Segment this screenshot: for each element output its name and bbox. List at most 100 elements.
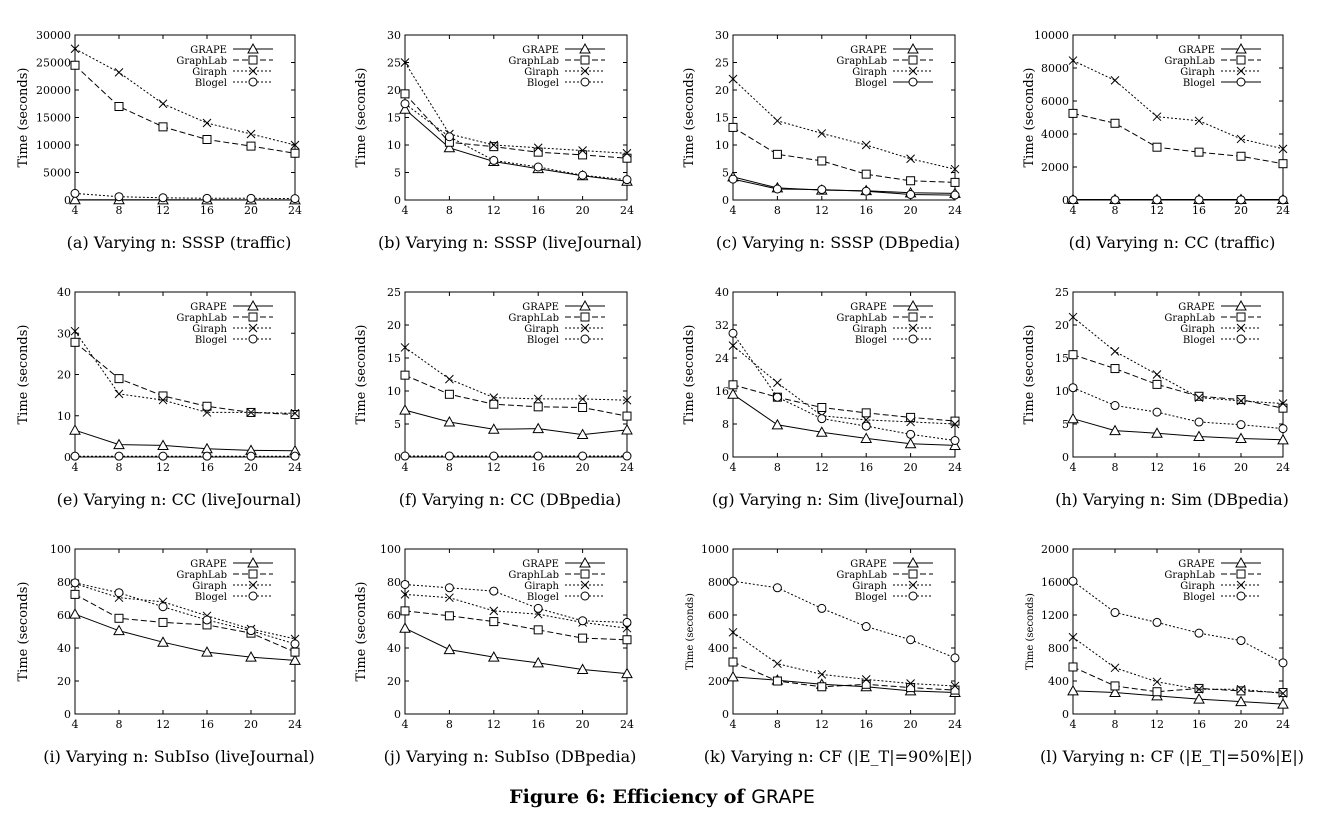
data-point-graphlab	[906, 683, 916, 693]
y-tick-label: 1000	[701, 543, 729, 556]
legend-label: Giraph	[524, 581, 559, 592]
y-tick-label: 15	[387, 112, 401, 125]
legend-marker	[248, 591, 258, 601]
chart-c: 0 5 10 15 20 25 30 4 8 12 16 20 24 Time (seconds) GRAP…	[682, 29, 962, 252]
data-point-graphlab	[622, 411, 632, 421]
y-tick-label: 24	[715, 352, 729, 365]
x-tick-label: 12	[815, 461, 829, 474]
data-point-graphlab	[1194, 147, 1204, 157]
x-tick-label: 16	[1192, 718, 1206, 731]
y-axis-label: Time (seconds)	[16, 582, 31, 682]
x-tick-label: 12	[487, 461, 501, 474]
x-tick-label: 8	[116, 204, 123, 217]
data-point-giraph	[1194, 116, 1204, 126]
data-point-grape	[443, 141, 456, 153]
data-point-grape	[1193, 430, 1205, 442]
data-point-graphlab	[728, 657, 738, 667]
data-point-blogel	[578, 451, 588, 461]
series-line-grape	[74, 613, 296, 661]
data-point-blogel	[533, 603, 543, 613]
data-point-graphlab	[400, 370, 410, 380]
data-point-giraph	[773, 378, 782, 388]
data-point-blogel	[290, 639, 300, 649]
x-tick-label: 16	[859, 461, 873, 474]
data-point-blogel	[202, 615, 212, 625]
data-point-graphlab	[728, 380, 738, 390]
series-line-graphlab	[732, 384, 956, 422]
data-point-blogel	[950, 653, 960, 663]
data-point-blogel	[728, 174, 738, 184]
y-tick-label: 15	[387, 352, 401, 365]
x-tick-label: 16	[1192, 204, 1206, 217]
data-point-graphlab	[70, 60, 80, 70]
legend-label: GRAPE	[1178, 559, 1215, 570]
data-point-blogel	[1194, 195, 1204, 205]
x-tick-label: 16	[200, 204, 214, 217]
data-point-grape	[1235, 695, 1247, 707]
legend-label: GraphLab	[1164, 570, 1215, 581]
data-point-blogel	[290, 194, 300, 204]
chart-j: 0 20 40 60 80 100 4 8 12 16 20 24 Time (seconds) GRAP…	[354, 543, 636, 766]
chart-caption-letter: (h)	[1055, 490, 1083, 509]
chart-caption-letter: (i)	[43, 747, 66, 766]
legend-marker	[908, 323, 918, 333]
y-tick-label: 10	[57, 410, 71, 423]
legend-marker	[908, 55, 918, 65]
data-point-grape	[860, 432, 873, 443]
y-tick-label: 20	[715, 84, 729, 97]
series-line-graphlab	[1072, 112, 1284, 165]
y-tick-label: 5	[394, 167, 401, 180]
x-tick-label: 12	[815, 204, 829, 217]
data-point-blogel	[1278, 424, 1288, 434]
legend-label: Blogel	[195, 78, 227, 89]
x-tick-label: 24	[620, 204, 634, 217]
data-point-blogel	[444, 132, 454, 142]
legend-label: GRAPE	[522, 302, 559, 313]
legend-marker	[248, 580, 258, 590]
data-point-blogel	[533, 162, 543, 172]
data-point-graphlab	[861, 679, 871, 689]
x-tick-label: 24	[1276, 718, 1290, 731]
chart-caption-text: Varying n: CC (traffic)	[1095, 233, 1275, 252]
y-tick-label: 10	[387, 385, 401, 398]
data-point-giraph	[246, 129, 256, 139]
data-point-graphlab	[861, 169, 871, 179]
data-point-giraph	[1152, 677, 1162, 687]
x-tick-label: 12	[487, 718, 501, 731]
y-tick-label: 5	[1062, 418, 1069, 431]
data-point-giraph	[1236, 684, 1246, 694]
chart-caption: (h) Varying n: Sim (DBpedia)	[1055, 490, 1289, 509]
data-point-giraph	[533, 394, 543, 404]
data-point-graphlab	[817, 403, 827, 412]
x-tick-label: 8	[446, 461, 453, 474]
data-point-blogel	[202, 193, 212, 203]
legend-label: Blogel	[527, 78, 559, 89]
data-point-graphlab	[1110, 118, 1120, 128]
legend-marker	[247, 42, 259, 54]
series-line-graphlab	[404, 610, 628, 641]
data-point-giraph	[1068, 632, 1078, 642]
y-axis-label: Time (seconds)	[16, 68, 31, 168]
series-line-giraph	[404, 62, 628, 154]
series-line-blogel	[732, 333, 956, 441]
data-point-grape	[1277, 698, 1289, 709]
legend-label: GraphLab	[508, 313, 559, 324]
legend-marker	[580, 334, 590, 344]
series-line-giraph	[404, 593, 628, 629]
series-line-giraph	[74, 48, 296, 146]
legend-marker	[248, 312, 258, 322]
legend-label: GraphLab	[836, 570, 887, 581]
data-point-grape	[113, 624, 125, 636]
chart-a: 0 5000 10000 15000 20000 25000 30000 4 8 12 16 20 24…	[16, 29, 302, 252]
y-tick-label: 5	[722, 167, 729, 180]
x-tick-label: 24	[948, 204, 962, 217]
x-tick-label: 24	[1276, 204, 1290, 217]
data-point-giraph	[489, 140, 499, 150]
legend-marker	[1236, 323, 1246, 333]
y-tick-label: 0	[394, 708, 401, 721]
y-tick-label: 15000	[36, 112, 71, 125]
data-point-grape	[771, 418, 784, 430]
data-point-giraph	[728, 74, 738, 84]
data-point-graphlab	[950, 685, 960, 695]
data-point-graphlab	[1236, 395, 1246, 405]
